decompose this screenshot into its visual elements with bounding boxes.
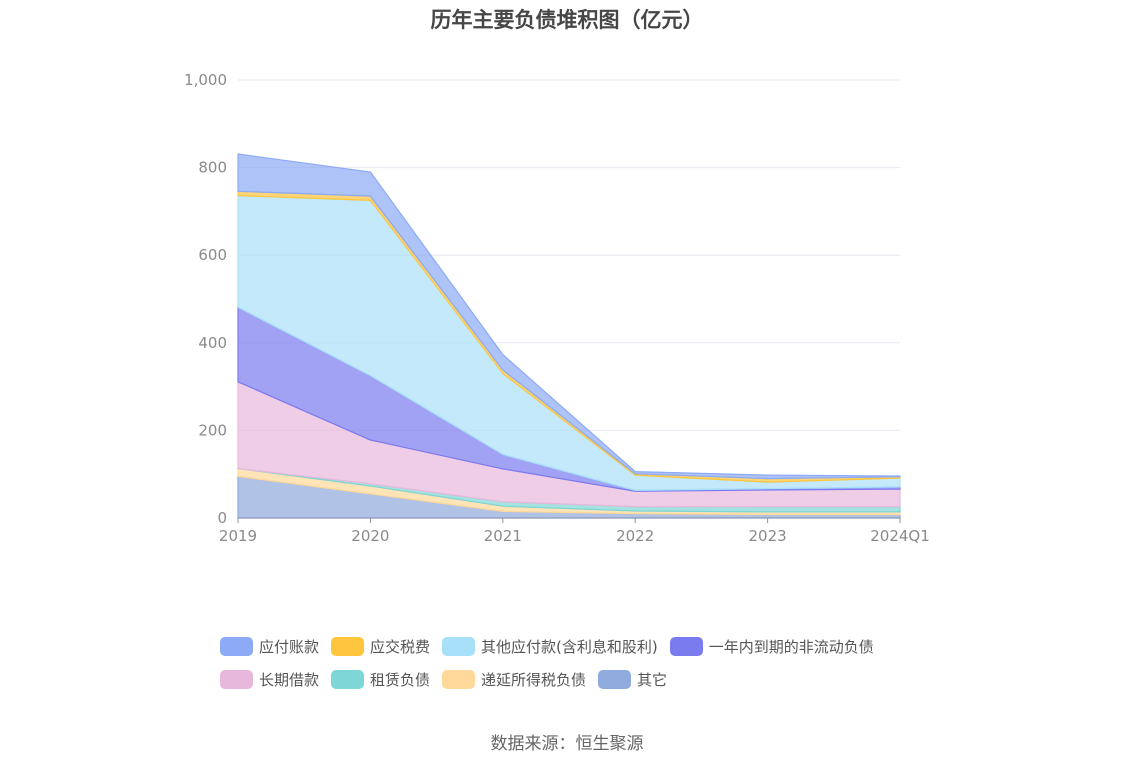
legend-swatch bbox=[598, 670, 632, 689]
x-tick-label: 2022 bbox=[616, 527, 654, 545]
legend-row-1: 应付账款 应交税费 其他应付款(含利息和股利) 一年内到期的非流动负债 bbox=[220, 630, 980, 663]
legend-item[interactable]: 一年内到期的非流动负债 bbox=[669, 636, 874, 657]
legend-swatch bbox=[220, 670, 253, 689]
x-tick-label: 2021 bbox=[484, 527, 522, 545]
legend-item[interactable]: 租赁负债 bbox=[331, 669, 430, 690]
chart-title: 历年主要负债堆积图（亿元） bbox=[430, 8, 704, 32]
legend-item[interactable]: 应付账款 bbox=[220, 636, 319, 657]
legend-label: 应交税费 bbox=[370, 638, 431, 656]
y-tick-label: 200 bbox=[198, 421, 227, 439]
legend-label: 长期借款 bbox=[259, 671, 320, 689]
x-tick-label: 2020 bbox=[351, 527, 389, 545]
legend-swatch bbox=[331, 637, 365, 656]
legend-item[interactable]: 其他应付款(含利息和股利) bbox=[442, 636, 658, 657]
legend-item[interactable]: 递延所得税负债 bbox=[442, 669, 586, 690]
legend-label: 应付账款 bbox=[259, 638, 320, 656]
legend-label: 租赁负债 bbox=[370, 671, 431, 689]
x-tick-label: 2024Q1 bbox=[870, 527, 930, 545]
legend-label: 一年内到期的非流动负债 bbox=[708, 638, 874, 656]
legend-swatch bbox=[442, 637, 476, 656]
x-tick-label: 2019 bbox=[219, 527, 257, 545]
legend-swatch bbox=[220, 637, 253, 656]
y-tick-label: 800 bbox=[198, 159, 227, 177]
chart-legend: 应付账款 应交税费 其他应付款(含利息和股利) 一年内到期的非流动负债 长期借款… bbox=[220, 630, 980, 696]
legend-swatch bbox=[442, 670, 476, 689]
y-tick-label: 1,000 bbox=[184, 71, 227, 89]
y-tick-label: 0 bbox=[217, 509, 227, 527]
data-source-note: 数据来源：恒生聚源 bbox=[490, 734, 644, 754]
x-tick-label: 2023 bbox=[749, 527, 787, 545]
y-tick-label: 600 bbox=[198, 246, 227, 264]
legend-label: 其它 bbox=[637, 671, 668, 689]
legend-item[interactable]: 长期借款 bbox=[220, 669, 319, 690]
y-tick-label: 400 bbox=[198, 334, 227, 352]
legend-item[interactable]: 应交税费 bbox=[331, 636, 430, 657]
legend-label: 其他应付款(含利息和股利) bbox=[481, 638, 658, 656]
legend-item[interactable]: 其它 bbox=[598, 669, 667, 690]
series-area[interactable] bbox=[237, 153, 901, 480]
legend-swatch bbox=[669, 637, 703, 656]
legend-row-2: 长期借款 租赁负债 递延所得税负债 其它 bbox=[220, 663, 980, 696]
legend-label: 递延所得税负债 bbox=[481, 671, 587, 689]
legend-swatch bbox=[331, 670, 365, 689]
